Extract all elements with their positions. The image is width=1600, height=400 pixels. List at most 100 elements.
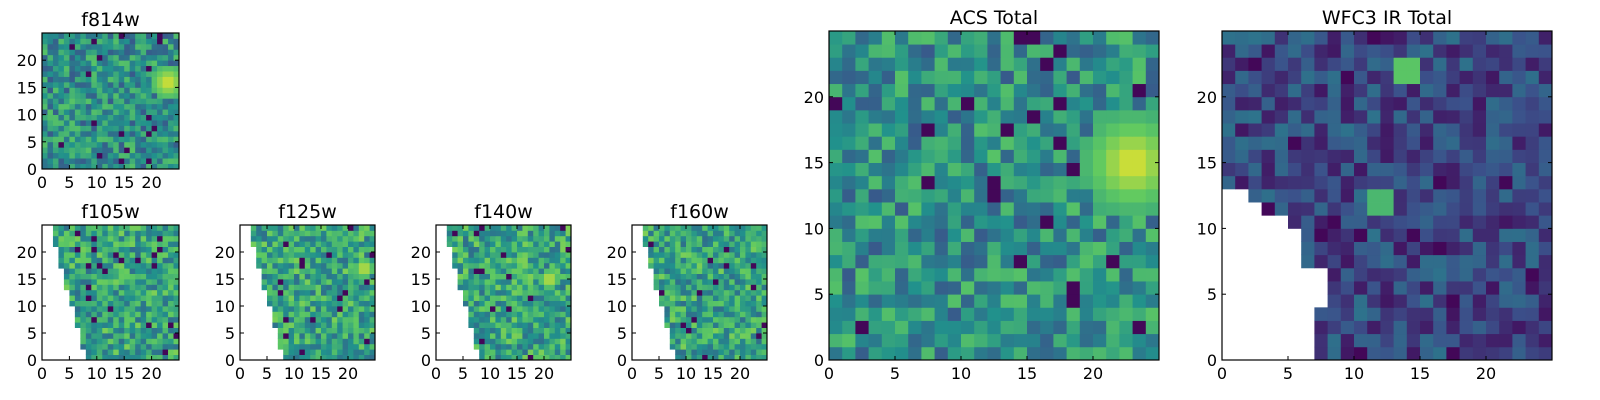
heatmap-cell (1499, 281, 1513, 295)
heatmap-cell (675, 279, 681, 285)
heatmap-cell (718, 241, 725, 247)
heatmap-cell (659, 262, 665, 269)
heatmap-cell (538, 333, 545, 339)
heatmap-cell (500, 300, 507, 307)
heatmap-cell (96, 33, 103, 39)
heatmap-cell (1406, 149, 1421, 163)
heatmap-cell (63, 225, 70, 231)
heatmap-cell (80, 158, 87, 164)
heatmap-cell (895, 109, 909, 124)
heatmap-cell (331, 338, 338, 345)
heatmap-cell (1472, 188, 1487, 203)
heatmap-cell (1119, 149, 1133, 163)
heatmap-cell (310, 300, 316, 307)
heatmap-cell (750, 230, 757, 237)
heatmap-cell (1406, 281, 1421, 295)
heatmap-cell (85, 109, 92, 115)
heatmap-cell (369, 300, 376, 307)
heatmap-cell (129, 98, 136, 105)
heatmap-cell (369, 338, 376, 345)
heatmap-cell (1066, 241, 1081, 256)
heatmap-cell (1538, 228, 1553, 242)
heatmap-cell (868, 123, 883, 137)
heatmap-cell (250, 241, 257, 247)
heatmap-cell (272, 300, 279, 307)
heatmap-cell (1340, 215, 1355, 229)
heatmap-cell (96, 322, 103, 328)
heatmap-cell (446, 225, 453, 231)
heatmap-cell (881, 241, 896, 256)
heatmap-cell (151, 65, 158, 72)
heatmap-cell (756, 235, 762, 242)
heatmap-cell (168, 338, 174, 345)
heatmap-cell (718, 262, 725, 269)
heatmap-cell (756, 316, 762, 323)
heatmap-cell (1119, 241, 1133, 256)
heatmap-cell (479, 327, 485, 334)
heatmap-cell (669, 268, 676, 274)
heatmap-cell (1486, 136, 1500, 150)
heatmap-cell (1040, 241, 1054, 256)
heatmap-cell (162, 311, 169, 318)
heatmap-cell (734, 268, 741, 274)
heatmap-cell (118, 163, 125, 170)
heatmap-cell (1327, 109, 1342, 124)
heatmap-cell (1027, 31, 1041, 45)
heatmap-cell (85, 98, 92, 105)
x-tick-label: 15 (1410, 364, 1430, 383)
heatmap-cell (113, 158, 120, 164)
heatmap-cell (1367, 57, 1381, 71)
heatmap-cell (124, 33, 131, 39)
heatmap-cell (74, 109, 81, 115)
heatmap-cell (1261, 57, 1276, 71)
heatmap-cell (1433, 57, 1447, 71)
heatmap-cell (686, 246, 692, 253)
heatmap-cell (91, 327, 98, 334)
heatmap-cell (452, 246, 458, 253)
heatmap-cell (348, 230, 354, 237)
heatmap-cell (842, 241, 856, 256)
heatmap-cell (80, 130, 87, 137)
heatmap-cell (1145, 149, 1160, 163)
heatmap-cell (484, 262, 491, 269)
heatmap-cell (729, 295, 735, 301)
heatmap-cell (272, 246, 279, 253)
heatmap-cell (162, 279, 169, 285)
heatmap-cell (648, 262, 654, 269)
heatmap-cell (729, 289, 735, 296)
heatmap-cell (750, 289, 757, 296)
heatmap-cell (1119, 57, 1133, 71)
heatmap-cell (495, 252, 502, 258)
heatmap-cell (42, 141, 48, 148)
heatmap-cell (1119, 188, 1133, 203)
heatmap-cell (664, 300, 671, 307)
heatmap-cell (908, 228, 922, 242)
heatmap-cell (1327, 44, 1342, 58)
heatmap-cell (463, 225, 469, 231)
heatmap-cell (283, 333, 289, 339)
heatmap-cell (113, 98, 120, 105)
heatmap-cell (157, 333, 163, 339)
heatmap-cell (554, 241, 561, 247)
heatmap-cell (288, 333, 295, 339)
heatmap-cell (1433, 70, 1447, 85)
heatmap-cell (479, 225, 485, 231)
heatmap-cell (1459, 202, 1474, 216)
heatmap-cell (934, 162, 949, 177)
heatmap-cell (267, 268, 273, 274)
heatmap-cell (299, 268, 306, 274)
heatmap-cell (299, 262, 306, 269)
heatmap-cell (129, 54, 136, 61)
heatmap-cell (1274, 109, 1289, 124)
heatmap-cell (129, 92, 136, 99)
heatmap-cell (723, 257, 730, 264)
heatmap-cell (288, 246, 295, 253)
heatmap-cell (58, 130, 65, 137)
heatmap-cell (1393, 96, 1408, 111)
heatmap-cell (1459, 228, 1474, 242)
x-tick-label: 10 (284, 364, 304, 383)
heatmap-cell (102, 343, 109, 350)
heatmap-cell (921, 320, 935, 335)
heatmap-cell (895, 241, 909, 256)
heatmap-cell (855, 254, 869, 269)
